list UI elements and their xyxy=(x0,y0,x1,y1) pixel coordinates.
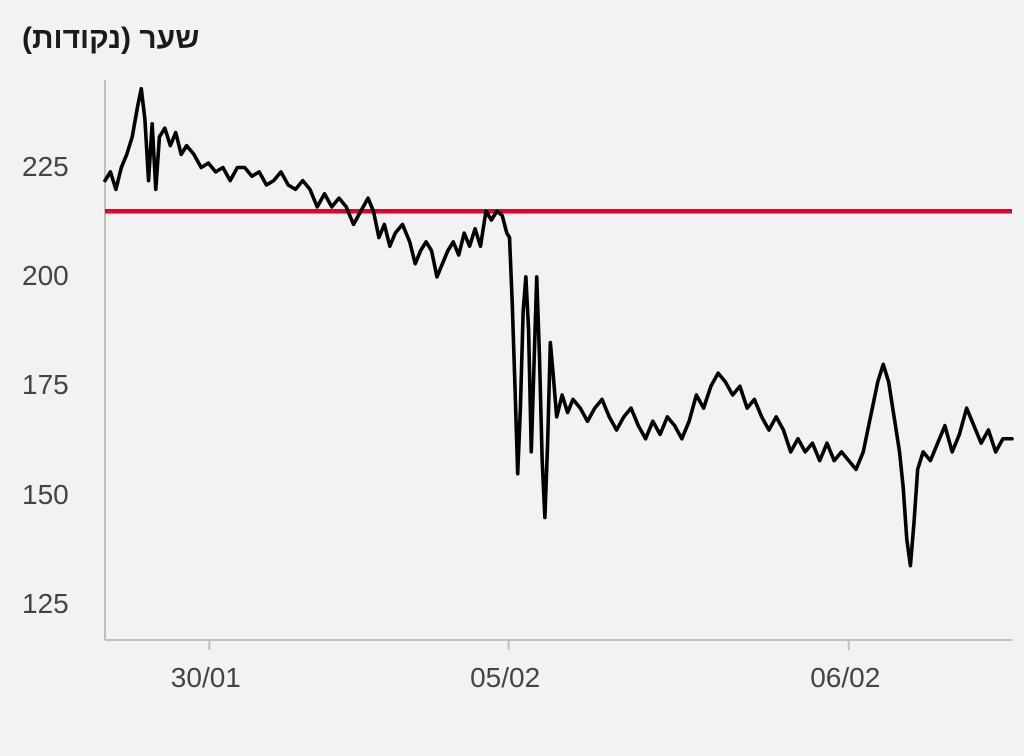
chart-title: שער (נקודות) xyxy=(22,22,199,56)
x-axis-label: 30/01 xyxy=(171,662,241,694)
y-axis-label: 225 xyxy=(22,151,69,183)
chart-svg xyxy=(0,0,1024,756)
y-axis-label: 200 xyxy=(22,260,69,292)
chart-container: שער (נקודות) 125 150 175 200 225 30/01 05/02 06… xyxy=(0,0,1024,756)
y-axis-label: 150 xyxy=(22,479,69,511)
y-axis-label: 175 xyxy=(22,369,69,401)
y-axis-label: 125 xyxy=(22,588,69,620)
x-axis-label: 05/02 xyxy=(470,662,540,694)
x-axis-label: 06/02 xyxy=(810,662,880,694)
